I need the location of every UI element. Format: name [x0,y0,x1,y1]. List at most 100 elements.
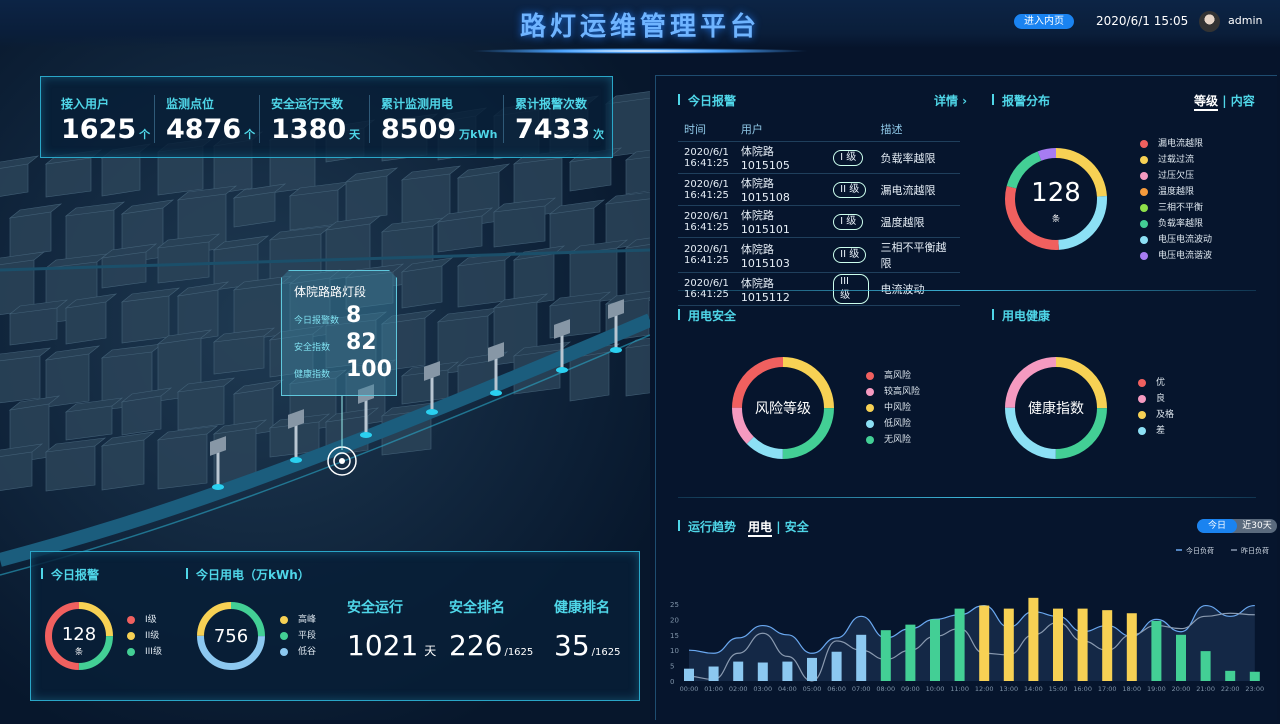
alarm-description: 三相不平衡越限 [874,237,960,273]
bar[interactable] [1077,608,1088,681]
legend-swatch [1138,395,1146,403]
tab-safety[interactable]: 安全 [784,520,809,534]
tab-level[interactable]: 等级 [1194,94,1219,111]
building [8,299,69,346]
donut-segment [732,357,834,459]
bar[interactable] [1249,671,1260,681]
details-link[interactable]: 详情 › [934,94,968,108]
health-index-donut [1005,357,1107,459]
stat-label: 安全运行天数 [271,97,344,111]
table-row[interactable]: 2020/6/1 16:41:25 体院路1015101 I 级温度越限 [678,205,960,238]
section-title: 报警分布 [992,92,1050,109]
legend-item: I级 [127,612,162,628]
building [400,257,454,309]
bar[interactable] [1102,610,1113,681]
alarm-level-cell: III 级 [827,272,875,306]
alarm-time: 2020/6/1 16:41:25 [678,237,735,273]
legend-label: 温度越限 [1158,187,1195,197]
building [232,183,287,228]
alarm-user: 体院路1015101 [734,205,828,238]
bar[interactable] [733,661,744,681]
x-tick-label: 10:00 [926,685,945,693]
bar[interactable] [831,651,842,681]
legend-item: 低风险 [866,416,920,432]
divider [678,290,1256,291]
legend-item: 无风险 [866,432,920,448]
stat-item: 监测点位 4876 个 [166,95,255,145]
stat-value: 1625 [61,114,137,145]
legend-swatch [866,372,874,380]
alarm-user: 体院路1015105 [734,141,828,174]
alarm-total: 128 [61,624,97,645]
legend-swatch [127,648,135,656]
lamp-section-callout: 体院路路灯段 今日报警数 8 安全指数 82 健康指数 100 [281,270,397,396]
bar[interactable] [880,630,891,681]
legend-item: 高风险 [866,368,920,384]
building [456,251,517,308]
bar[interactable] [1200,651,1211,681]
legend-swatch [1140,204,1148,212]
username[interactable]: admin [1228,14,1263,27]
y-tick-label: 5 [670,663,674,671]
alarm-date: 2020/6/1 [684,146,729,158]
bar[interactable] [1003,608,1014,681]
alarm-clock: 16:41:25 [684,255,729,266]
alarm-clock: 16:41:25 [684,189,729,201]
building [176,377,236,431]
stat-label: 累计监测用电 [381,97,454,111]
building [120,387,173,436]
table-row[interactable]: 2020/6/1 16:41:25 体院路1015105 I 级负载率越限 [678,141,960,174]
lamp-base-marker [426,409,438,415]
bar[interactable] [1225,670,1236,681]
bar[interactable] [905,624,916,681]
trend-tabs: 用电 | 安全 [748,518,809,537]
range-30days[interactable]: 近30天 [1242,521,1272,531]
trend-chart: 0 5 10 15 20 25 00:00 01:00 02:00 03:00 04:00 05:00… [670,546,1269,693]
bar[interactable] [1151,620,1162,681]
building [156,425,219,490]
bar[interactable] [1028,597,1039,681]
tab-content[interactable]: 内容 [1230,94,1255,108]
legend-label: III级 [145,647,162,657]
bar[interactable] [807,657,817,681]
bar[interactable] [708,666,719,681]
stat-unit: 天 [349,128,361,141]
legend-swatch [1140,156,1148,164]
bar[interactable] [979,605,990,681]
bar[interactable] [684,668,694,681]
bar[interactable] [782,661,793,681]
donut-segment [1005,357,1107,459]
building [64,293,118,345]
avatar[interactable] [1199,11,1220,32]
stat-value: 35 [554,629,590,662]
alarm-time: 2020/6/1 16:41:25 [678,272,735,306]
legend-swatch [1138,379,1146,387]
bar[interactable] [930,619,940,681]
bar[interactable] [954,608,965,681]
x-tick-label: 03:00 [753,685,772,693]
donut-segment [1005,357,1107,459]
bar[interactable] [757,662,768,681]
legend-item: 较高风险 [866,384,920,400]
bar[interactable] [856,634,867,681]
alarm-user: 体院路1015108 [734,173,828,206]
range-today[interactable]: 今日 [1197,519,1237,533]
distribution-tabs: 等级 | 内容 [1194,92,1255,111]
stat-value-row: 7433 次 [515,114,604,145]
enter-inner-page-button[interactable]: 进入内页 [1014,14,1074,29]
stat-item: 安全运行天数 1380 天 [271,95,360,145]
building [268,325,325,378]
x-tick-label: 18:00 [1122,685,1141,693]
table-row[interactable]: 2020/6/1 16:41:25 体院路1015112 III 级电流波动 [678,272,960,306]
bar[interactable] [1126,613,1137,681]
building [492,197,557,248]
area-fill [689,605,1255,681]
table-row[interactable]: 2020/6/1 16:41:25 体院路1015103 II 级三相不平衡越限 [678,237,960,273]
stat-unit: /1625 [504,647,534,658]
table-row[interactable]: 2020/6/1 16:41:25 体院路1015108 II 级漏电流越限 [678,173,960,206]
building [400,165,462,225]
x-tick-label: 05:00 [803,685,822,693]
bar[interactable] [1176,634,1186,681]
tab-power[interactable]: 用电 [748,520,773,537]
bar[interactable] [1053,608,1063,681]
